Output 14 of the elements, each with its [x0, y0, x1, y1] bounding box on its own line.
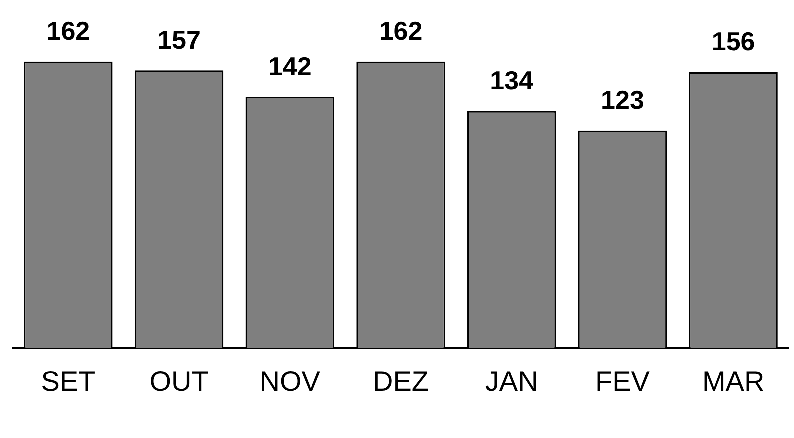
- data-label: 156: [712, 26, 756, 57]
- data-label: 142: [268, 51, 312, 82]
- x-tick-label: NOV: [260, 366, 321, 397]
- data-label: 123: [601, 85, 644, 115]
- x-tick-label: DEZ: [373, 366, 429, 397]
- x-tick-label: FEV: [595, 366, 650, 397]
- data-label: 134: [490, 66, 534, 96]
- x-tick-label: MAR: [702, 366, 765, 397]
- data-label: 157: [158, 24, 201, 55]
- data-label: 162: [379, 16, 423, 46]
- data-label: 162: [46, 16, 90, 46]
- x-tick-label: JAN: [485, 366, 538, 397]
- x-tick-label: SET: [41, 366, 96, 397]
- x-tick-label: OUT: [150, 366, 209, 397]
